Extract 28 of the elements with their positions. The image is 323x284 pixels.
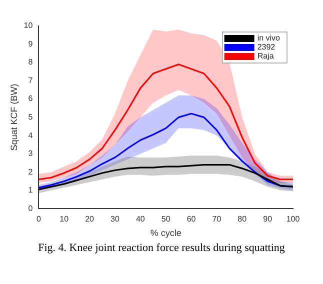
x-tick-label: 70 xyxy=(212,214,222,224)
legend-label: in vivo xyxy=(257,34,281,43)
legend-label: 2392 xyxy=(257,42,276,52)
legend-label: Raja xyxy=(257,52,274,61)
y-tick-label: 7 xyxy=(28,76,34,85)
y-tick-label: 8 xyxy=(28,58,34,67)
y-tick-label: 2 xyxy=(28,167,34,176)
y-tick-label: 1 xyxy=(28,186,34,195)
x-tick-label: 30 xyxy=(110,214,120,224)
x-tick-label: 80 xyxy=(238,214,248,224)
x-tick-label: 50 xyxy=(161,214,171,224)
x-tick-label: 40 xyxy=(136,214,146,224)
x-tick-label: 100 xyxy=(286,214,300,224)
y-tick-label: 0 xyxy=(28,204,34,213)
y-tick-label: 4 xyxy=(28,130,34,140)
y-tick-label: 9 xyxy=(28,39,34,48)
x-tick-label: 90 xyxy=(263,214,273,224)
x-tick-label: 0 xyxy=(36,214,42,224)
x-tick-label: 60 xyxy=(186,214,196,224)
y-tick-label: 6 xyxy=(28,94,34,104)
x-tick-label: 20 xyxy=(85,214,95,224)
y-tick-label: 5 xyxy=(28,112,34,122)
y-axis-title: Squat KCF (BW) xyxy=(8,84,19,151)
y-tick-label: 10 xyxy=(24,21,34,30)
x-axis-title: % cycle xyxy=(150,228,182,238)
x-tick-label: 10 xyxy=(60,214,70,224)
y-tick-label: 3 xyxy=(28,149,34,158)
caption: Fig. 4. Knee joint reaction force results during squatting xyxy=(37,242,286,254)
